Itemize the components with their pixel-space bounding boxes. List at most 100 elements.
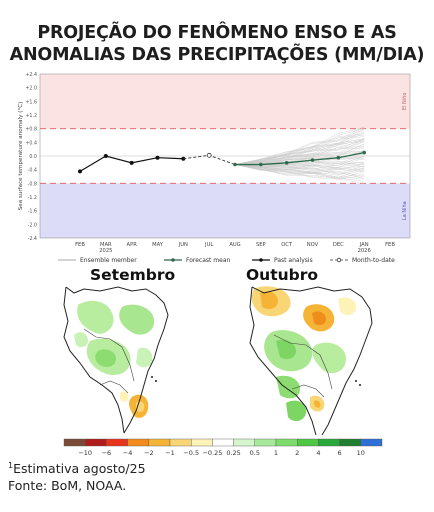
colorbar-swatch: [85, 438, 107, 447]
colorbar-swatch: [360, 438, 383, 447]
x-tick-label: JUL: [204, 242, 213, 248]
colorbar-label: 10: [357, 449, 365, 457]
ensemble-member-line: [234, 161, 365, 170]
footnote-marker: 1: [8, 461, 14, 470]
ensemble-member-line: [234, 127, 365, 165]
x-tick-label: JUN: [178, 242, 188, 248]
y-tick-label: +1.2: [25, 113, 37, 119]
colorbar-label: 1: [274, 449, 278, 457]
ensemble-member-line: [234, 161, 365, 168]
ensemble-member-line: [234, 153, 365, 167]
title-line-1: PROJEÇÃO DO FENÔMENO ENSO E AS: [37, 23, 397, 43]
colorbar-label: −6: [102, 449, 112, 457]
forecast-mean-point: [233, 162, 237, 167]
colorbar-label: 0.25: [226, 449, 240, 457]
forecast-mean-point: [310, 158, 315, 162]
colorbar-swatch: [169, 438, 192, 447]
colorbar-swatch: [318, 438, 340, 447]
forecast-mean-line: [235, 151, 365, 166]
colorbar-label: 4: [316, 449, 320, 457]
x-tick-label: MAR: [100, 242, 112, 248]
past-analysis-point: [78, 169, 82, 174]
colorbar-label: −10: [78, 449, 92, 457]
map-title-outubro: Outubro: [246, 266, 319, 284]
x-tick-label: FEB: [75, 242, 85, 248]
la-nina-label: La Niña: [402, 201, 408, 220]
legend-label: Month-to-date: [352, 257, 395, 264]
legend-past-dot: [259, 258, 263, 262]
ensemble-member-line: [234, 126, 365, 165]
precip-map-setembro: [60, 285, 170, 435]
ensemble-member-line: [234, 164, 365, 174]
ensemble-member-line: [234, 164, 365, 176]
x-tick-year: 2026: [358, 248, 371, 254]
y-tick-label: +2.0: [25, 86, 37, 92]
legend-label: Ensemble member: [80, 257, 137, 264]
page-title: PROJEÇÃO DO FENÔMENO ENSO E AS ANOMALIAS…: [0, 22, 434, 66]
x-tick-label: AUG: [229, 242, 240, 248]
y-tick-label: +0.8: [25, 127, 37, 133]
colorbar-swatch: [190, 438, 213, 447]
past-analysis-point: [155, 155, 160, 160]
ensemble-member-line: [234, 138, 365, 165]
x-tick-label: NOV: [307, 242, 319, 248]
colorbar-swatch: [275, 438, 298, 447]
y-tick-label: -0.8: [28, 181, 37, 187]
y-tick-label: -0.4: [28, 168, 37, 174]
legend-label: Forecast mean: [186, 257, 231, 264]
x-tick-label: OCT: [281, 242, 293, 248]
x-tick-label: JAN: [359, 242, 369, 248]
colorbar-swatch: [233, 438, 256, 447]
x-tick-label: MAY: [152, 242, 164, 248]
colorbar-swatch: [212, 438, 234, 447]
past-analysis-point: [103, 154, 108, 158]
past-analysis-point: [129, 160, 134, 165]
ensemble-member-line: [234, 138, 365, 165]
ensemble-member-line: [234, 164, 365, 178]
x-tick-year: 2025: [99, 248, 112, 254]
footnote-estimate: 1Estimativa agosto/25: [8, 457, 146, 477]
title-line-2: ANOMALIAS DAS PRECIPITAÇÕES (MM/DIA): [9, 45, 425, 65]
colorbar-label: −4: [123, 449, 133, 457]
el-nino-label: El Niño: [402, 93, 408, 111]
x-tick-label: APR: [127, 242, 138, 248]
ensemble-member-line: [234, 164, 365, 178]
colorbar-swatch: [127, 438, 149, 447]
precip-map-outubro: [246, 285, 376, 435]
ensemble-member-line: [234, 150, 365, 165]
past-analysis-point: [181, 156, 186, 161]
ensemble-member-line: [234, 138, 365, 165]
footnote-text: Estimativa agosto/25: [13, 461, 146, 477]
y-tick-label: -2.0: [28, 222, 37, 228]
x-tick-label: SEP: [256, 242, 266, 248]
y-tick-label: +0.4: [25, 140, 37, 146]
colorbar-swatch: [63, 438, 86, 447]
map-title-setembro: Setembro: [90, 266, 176, 284]
footnote: 1Estimativa agosto/25 Fonte: BoM, NOAA.: [8, 457, 146, 494]
forecast-mean-point: [336, 155, 341, 160]
legend-forecast-dot: [171, 258, 175, 262]
el-nino-zone: [40, 74, 410, 129]
colorbar-label: 2: [295, 449, 299, 457]
colorbar-swatch: [339, 438, 362, 447]
y-tick-label: -1.6: [28, 209, 37, 215]
colorbar-swatch: [148, 438, 171, 447]
x-tick-label: DEC: [333, 242, 344, 248]
y-tick-label: -1.2: [28, 195, 37, 201]
colorbar-label: −2: [144, 449, 154, 457]
colorbar-swatch: [296, 438, 319, 447]
forecast-mean-point: [284, 161, 289, 165]
colorbar-label: −1: [165, 449, 175, 457]
colorbar-label: 0.5: [250, 449, 260, 457]
y-tick-label: +1.6: [25, 99, 37, 105]
precip-colorbar: −10 −6 −4 −2 −1 −0.5 −0.25 0.25 0.5 1 2 4 6 10: [63, 438, 383, 457]
colorbar-label: 6: [338, 449, 342, 457]
y-tick-label: -2.4: [28, 236, 37, 242]
forecast-mean-point: [259, 162, 263, 167]
colorbar-label: −0.5: [183, 449, 199, 457]
enso-forecast-chart: +2.4 +2.0 +1.6 +1.2 +0.8 +0.4 0.0 -0.4 -0.8 -1.2 -…: [18, 72, 411, 264]
x-tick-label: FEB: [385, 242, 395, 248]
colorbar-swatch: [106, 438, 128, 447]
month-to-date-point: [206, 152, 212, 158]
y-axis-label: Sea surface temperature anomaly (°C): [18, 102, 24, 211]
